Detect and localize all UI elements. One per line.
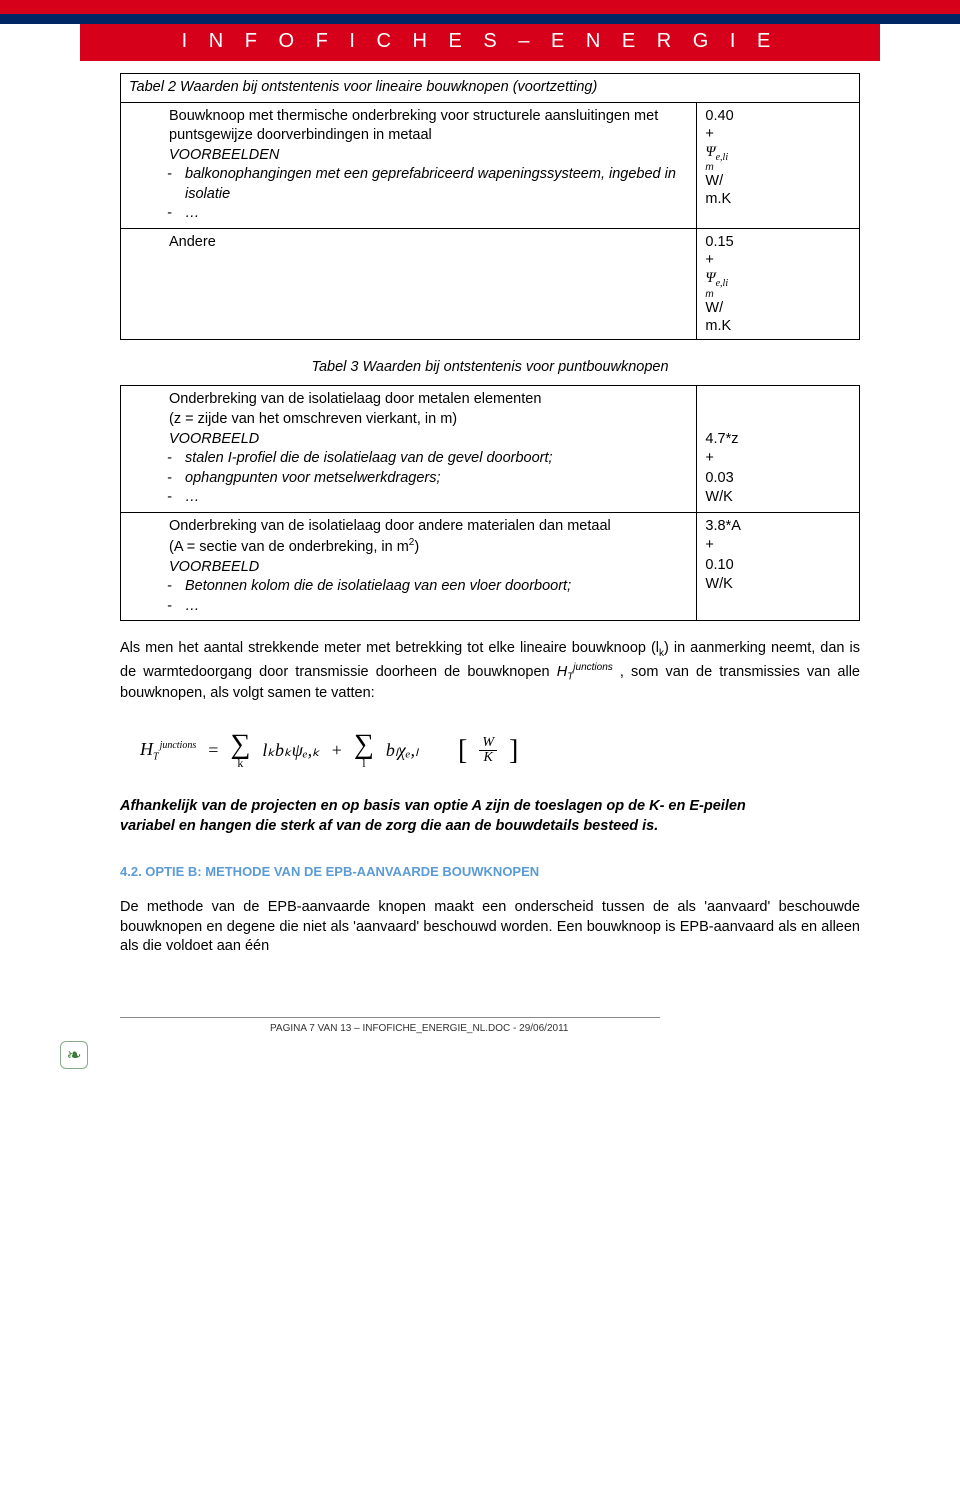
table-2-row2-label: Andere — [169, 234, 216, 250]
t2r1-v2: + — [705, 126, 713, 142]
t3r1-v3: 0.03 — [705, 470, 733, 486]
f-unit-num: W — [479, 736, 497, 751]
t2r1-v1: 0.40 — [705, 108, 733, 124]
f-plus: + — [332, 738, 342, 762]
t3r1-vb: VOORBEELD — [169, 431, 259, 447]
paragraph-3: De methode van de EPB-aanvaarde knopen m… — [120, 898, 860, 957]
t2r1-m: m — [705, 164, 851, 172]
f-sum2-body: bₗχₑ,ₗ — [386, 738, 418, 762]
section-4-2-title: 4.2. OPTIE B: METHODE VAN DE EPB-AANVAAR… — [120, 863, 860, 881]
t3r1-b2: ophangpunten voor metselwerkdragers; — [185, 469, 688, 489]
table-2-row1-desc: Bouwknoop met thermische onderbreking vo… — [121, 102, 697, 228]
t3r1-b3: … — [185, 488, 688, 508]
t3r1-b1: stalen I-profiel die de isolatielaag van… — [185, 449, 688, 469]
table-3: Onderbreking van de isolatielaag door me… — [120, 385, 860, 621]
header-band-red — [0, 0, 960, 14]
p1-H-sub: T — [567, 672, 573, 683]
t2r2-u1: W/ — [705, 300, 723, 316]
table-2-row1-voorbeelden: VOORBEELDEN — [169, 147, 279, 163]
sigma-1: ∑ k — [230, 732, 250, 768]
f-lhs-H: H — [140, 739, 153, 759]
bracket-close-icon: ] — [509, 732, 518, 770]
table-2-row1-value: 0.40 + Ψe,li m W/ m.K — [697, 102, 860, 228]
t3r2-v2: + — [705, 537, 713, 553]
page-title: I N F O F I C H E S – E N E R G I E — [80, 24, 880, 61]
p1-a: Als men het aantal strekkende meter met … — [120, 640, 659, 656]
f-lhs-sup: junctions — [159, 740, 197, 751]
t2r2-m: m — [705, 291, 851, 299]
table-2: Tabel 2 Waarden bij ontstentenis voor li… — [120, 73, 860, 340]
t3r2-v4: W/K — [705, 576, 732, 592]
t2r1-psi-sub: e,li — [716, 152, 729, 163]
t3r2-vb: VOORBEELD — [169, 559, 259, 575]
sigma-1-sub: k — [237, 758, 243, 769]
t2r1-psi: Ψ — [705, 144, 715, 160]
sigma-icon-2: ∑ — [354, 732, 374, 757]
f-lhs-sub: T — [153, 752, 159, 763]
table-2-caption: Tabel 2 Waarden bij ontstentenis voor li… — [121, 74, 860, 103]
table-3-row2-desc: Onderbreking van de isolatielaag door an… — [121, 512, 697, 621]
f-unit-den: K — [481, 751, 496, 765]
t2r2-psi-sub: e,li — [716, 278, 729, 289]
unit-fraction: W K — [479, 736, 497, 765]
t2r2-u2: m.K — [705, 318, 731, 334]
sigma-2-sub: l — [362, 758, 365, 769]
p1-H-sup: junctions — [573, 662, 612, 673]
table-2-row2-desc: Andere — [121, 228, 697, 339]
page-body: Tabel 2 Waarden bij ontstentenis voor li… — [120, 73, 860, 1035]
footer-divider — [120, 1017, 660, 1018]
t3r2-l2a: (A = sectie van de onderbreking, in m — [169, 539, 409, 555]
footer-text: PAGINA 7 VAN 13 – INFOFICHE_ENERGIE_NL.D… — [120, 1022, 860, 1036]
f-eq: = — [208, 738, 218, 762]
formula: HTjunctions = ∑ k lₖbₖψₑ,ₖ + ∑ l bₗχₑ,ₗ … — [120, 722, 860, 780]
table-2-row2-value: 0.15 + Ψe,li m W/ m.K — [697, 228, 860, 339]
table-3-row2-value: 3.8*A + 0.10 W/K — [697, 512, 860, 621]
t2r2-v1: 0.15 — [705, 234, 733, 250]
p2-a: Afhankelijk van de projecten en op basis… — [120, 798, 746, 814]
table-2-row1-bullet2: … — [185, 204, 688, 224]
t3r1-l2: (z = zijde van het omschreven vierkant, … — [169, 411, 457, 427]
t2r2-psi: Ψ — [705, 270, 715, 286]
bracket-open-icon: [ — [458, 732, 467, 770]
t2r1-u2: m.K — [705, 191, 731, 207]
t3r2-l2b: ) — [414, 539, 419, 555]
t3r2-l1: Onderbreking van de isolatielaag door an… — [169, 518, 611, 534]
table-2-row1-bullet1: balkonophangingen met een geprefabriceer… — [185, 165, 688, 204]
t3r1-v2: + — [705, 450, 713, 466]
logo-glyph: ❧ — [66, 1045, 81, 1066]
t3r1-v1: 4.7*z — [705, 431, 738, 447]
t3r2-v1: 3.8*A — [705, 518, 740, 534]
f-sum1-body: lₖbₖψₑ,ₖ — [262, 738, 319, 762]
t2r2-v2: + — [705, 252, 713, 268]
paragraph-2: Afhankelijk van de projecten en op basis… — [120, 797, 860, 836]
sigma-icon: ∑ — [230, 732, 250, 757]
t3r2-b2: … — [185, 597, 688, 617]
t3r1-l1: Onderbreking van de isolatielaag door me… — [169, 391, 541, 407]
t3r2-b1: Betonnen kolom die de isolatielaag van e… — [185, 577, 688, 597]
t2r1-u1: W/ — [705, 173, 723, 189]
table-3-caption: Tabel 3 Waarden bij ontstentenis voor pu… — [120, 350, 860, 386]
sigma-2: ∑ l — [354, 732, 374, 768]
logo-icon: ❧ — [60, 1041, 88, 1069]
t3r1-v4: W/K — [705, 489, 732, 505]
t3r2-v3: 0.10 — [705, 557, 733, 573]
header-band-blue — [0, 14, 960, 24]
p1-H: H — [557, 664, 567, 680]
header-title-wrap: I N F O F I C H E S – E N E R G I E — [80, 24, 880, 61]
p2-b: variabel en hangen die sterk af van de z… — [120, 818, 658, 834]
table-3-row1-desc: Onderbreking van de isolatielaag door me… — [121, 386, 697, 512]
table-2-row1-title: Bouwknoop met thermische onderbreking vo… — [169, 108, 658, 144]
paragraph-1: Als men het aantal strekkende meter met … — [120, 639, 860, 703]
table-3-row1-value: 4.7*z + 0.03 W/K — [697, 386, 860, 512]
